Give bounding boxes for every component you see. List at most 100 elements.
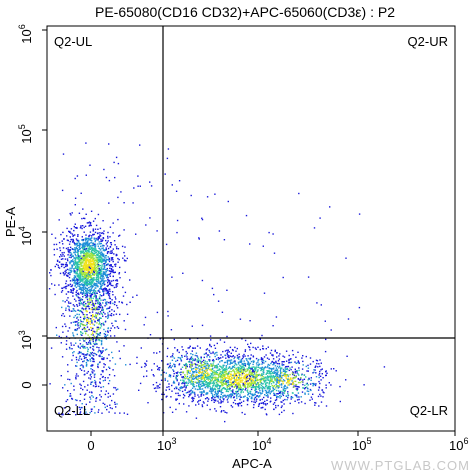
data-point bbox=[86, 253, 88, 256]
data-point bbox=[214, 378, 217, 380]
data-point bbox=[76, 270, 79, 272]
data-point bbox=[90, 250, 93, 252]
data-point bbox=[135, 233, 137, 235]
data-point bbox=[61, 325, 64, 328]
data-point bbox=[203, 353, 206, 355]
data-point bbox=[105, 269, 107, 271]
data-point bbox=[76, 333, 78, 336]
data-point bbox=[95, 298, 97, 301]
data-point bbox=[94, 353, 97, 355]
data-point bbox=[82, 249, 85, 251]
data-point bbox=[79, 383, 81, 385]
data-point bbox=[132, 202, 134, 204]
data-point bbox=[101, 258, 103, 260]
data-point bbox=[270, 373, 272, 375]
data-point bbox=[85, 264, 87, 266]
data-point bbox=[226, 369, 228, 371]
data-point bbox=[138, 389, 140, 391]
data-point bbox=[109, 242, 112, 244]
data-point bbox=[210, 339, 212, 341]
data-point bbox=[94, 231, 97, 234]
data-point bbox=[310, 389, 312, 392]
data-point bbox=[102, 289, 104, 291]
data-point bbox=[247, 384, 250, 386]
data-point bbox=[121, 301, 123, 303]
data-point bbox=[209, 385, 211, 388]
data-point bbox=[287, 397, 289, 399]
data-point bbox=[74, 262, 77, 265]
data-point bbox=[99, 311, 102, 313]
data-point bbox=[85, 271, 87, 274]
data-point bbox=[99, 382, 101, 384]
data-point bbox=[164, 173, 166, 175]
y-tick-label: 104 bbox=[17, 226, 34, 245]
data-point bbox=[200, 362, 202, 364]
data-point bbox=[68, 308, 70, 310]
data-point bbox=[306, 382, 308, 385]
data-point bbox=[89, 223, 92, 225]
data-point bbox=[64, 286, 67, 288]
data-point bbox=[80, 259, 82, 262]
data-point bbox=[108, 260, 111, 263]
data-point bbox=[200, 364, 202, 366]
data-point bbox=[258, 378, 260, 381]
data-point bbox=[246, 375, 248, 378]
data-point bbox=[61, 252, 63, 254]
data-point bbox=[244, 413, 246, 415]
data-point bbox=[106, 267, 108, 270]
data-point bbox=[225, 365, 228, 367]
data-point bbox=[228, 384, 230, 386]
data-point bbox=[99, 271, 102, 274]
data-point bbox=[262, 378, 264, 380]
data-point bbox=[83, 255, 85, 257]
data-point bbox=[238, 388, 240, 390]
data-point bbox=[228, 372, 230, 374]
data-point bbox=[223, 395, 225, 397]
data-point bbox=[254, 377, 257, 379]
data-point bbox=[93, 360, 95, 363]
data-point bbox=[133, 187, 135, 189]
data-point bbox=[229, 363, 231, 365]
data-point bbox=[88, 328, 90, 331]
data-point bbox=[93, 315, 96, 318]
data-point bbox=[93, 370, 95, 372]
data-point bbox=[69, 395, 71, 397]
data-point bbox=[244, 374, 247, 377]
data-point bbox=[225, 368, 227, 371]
data-point bbox=[109, 404, 111, 406]
data-point bbox=[292, 372, 294, 374]
data-point bbox=[314, 383, 316, 385]
data-point bbox=[169, 362, 171, 364]
data-point bbox=[102, 309, 104, 312]
data-point bbox=[251, 397, 253, 400]
data-point bbox=[123, 259, 126, 261]
data-point bbox=[70, 271, 72, 273]
data-point bbox=[316, 360, 319, 362]
data-point bbox=[196, 360, 198, 363]
data-point bbox=[185, 354, 188, 356]
data-point bbox=[241, 372, 244, 375]
data-point bbox=[90, 381, 92, 383]
data-point bbox=[254, 366, 256, 369]
data-point bbox=[262, 360, 265, 362]
data-point bbox=[79, 400, 81, 402]
data-point bbox=[80, 270, 82, 273]
data-point bbox=[107, 276, 109, 279]
data-point bbox=[260, 382, 263, 384]
data-point bbox=[74, 251, 77, 253]
data-point bbox=[91, 357, 93, 359]
data-point bbox=[62, 231, 64, 234]
data-point bbox=[87, 244, 89, 246]
data-point bbox=[103, 272, 105, 274]
data-point bbox=[109, 264, 111, 266]
data-point bbox=[269, 352, 272, 354]
data-point bbox=[251, 396, 253, 398]
data-point bbox=[161, 398, 163, 401]
quadrant-label-lr: Q2-LR bbox=[410, 403, 448, 418]
data-point bbox=[216, 342, 218, 345]
data-point bbox=[293, 377, 295, 379]
data-point bbox=[274, 371, 276, 374]
data-point bbox=[113, 253, 115, 255]
data-point bbox=[96, 239, 98, 241]
data-point bbox=[288, 358, 290, 361]
